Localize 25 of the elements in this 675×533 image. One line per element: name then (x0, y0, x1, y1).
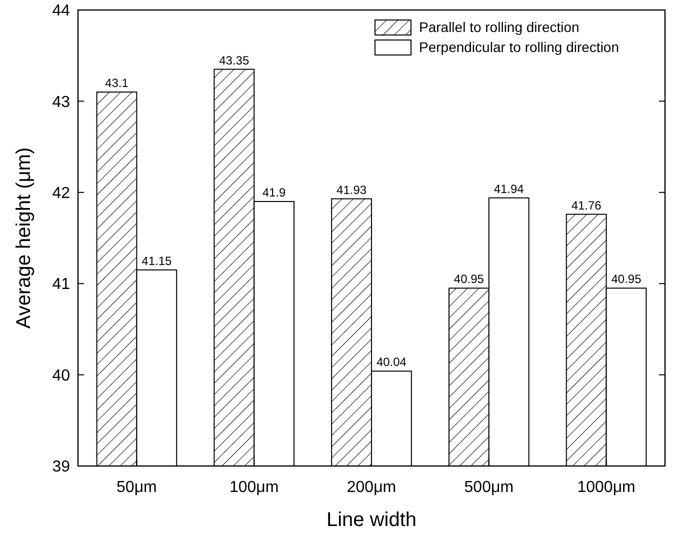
y-tick-label: 41 (52, 276, 70, 294)
y-tick-label: 40 (52, 367, 70, 384)
x-tick-label: 100μm (229, 479, 279, 496)
data-label: 41.93 (336, 182, 367, 197)
legend-label: Parallel to rolling direction (419, 19, 580, 35)
y-tick-label: 43 (52, 94, 70, 111)
y-tick-label: 42 (52, 185, 70, 202)
data-label: 41.76 (571, 198, 602, 212)
data-label: 41.9 (262, 186, 286, 200)
y-axis-title: Average height (μm) (13, 147, 35, 329)
data-label: 40.95 (454, 272, 484, 286)
data-label: 40.04 (376, 355, 407, 370)
x-tick-label: 500μm (464, 479, 514, 496)
data-label: 43.1 (105, 76, 129, 90)
x-tick-label: 1000μm (577, 479, 636, 496)
data-label: 43.35 (219, 53, 250, 68)
y-tick-label: 39 (52, 458, 70, 476)
legend-label: Perpendicular to rolling direction (419, 39, 619, 55)
y-tick-label: 44 (52, 2, 70, 20)
data-label: 41.94 (494, 182, 524, 196)
x-axis-title: Line width (326, 509, 417, 531)
data-label: 40.95 (611, 272, 642, 286)
data-label: 41.15 (142, 254, 172, 268)
x-tick-label: 200μm (346, 479, 396, 496)
x-tick-label: 50μm (116, 479, 157, 496)
